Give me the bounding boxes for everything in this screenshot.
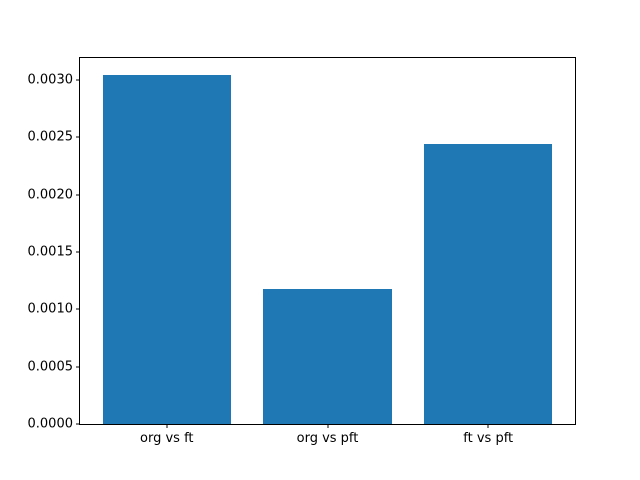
y-tick-mark: [76, 366, 80, 368]
y-tick-label: 0.0030: [27, 72, 74, 88]
plot-area: 0.0000 0.0005 0.0010 0.0015 0.0020 0.0025 0.00…: [28, 57, 576, 446]
x-tick-label: org vs pft: [296, 431, 359, 446]
x-tick-mark: [327, 424, 328, 428]
y-tick-label: 0.0000: [27, 416, 74, 432]
y-tick-label: 0.0005: [27, 359, 74, 375]
y-tick-mark: [76, 79, 80, 81]
x-tick-mark: [166, 424, 168, 428]
bar-org-vs-ft: [102, 75, 232, 424]
y-tick-label: 0.0010: [27, 301, 74, 317]
bar-ft-vs-pft: [423, 144, 553, 424]
x-tick-label: org vs ft: [140, 431, 194, 446]
y-tick-mark: [76, 423, 80, 425]
y-tick-mark: [76, 251, 80, 253]
bar-org-vs-pft: [263, 288, 392, 424]
y-tick-mark: [76, 308, 80, 310]
y-tick-label: 0.0020: [27, 187, 74, 203]
y-tick-label: 0.0025: [27, 129, 74, 145]
y-tick-label: 0.0015: [27, 244, 74, 260]
x-tick-label: ft vs pft: [463, 431, 514, 446]
y-tick-mark: [76, 136, 80, 138]
y-tick-mark: [76, 194, 80, 196]
x-tick-mark: [487, 424, 489, 428]
